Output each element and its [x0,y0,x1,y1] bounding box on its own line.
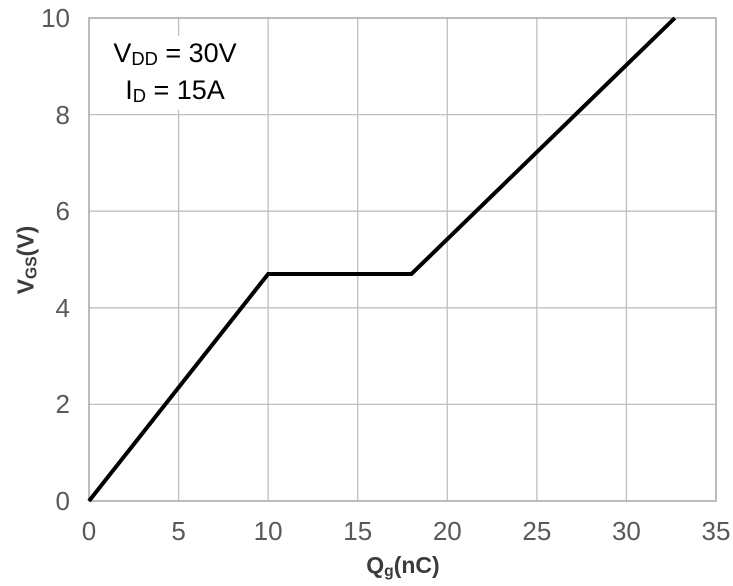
x-tick-label: 35 [701,516,731,546]
y-axis-title: VGS(V) [12,225,41,295]
x-tick-label: 30 [611,516,641,546]
text-segment: I [125,75,133,105]
x-tick-label: 0 [81,516,97,546]
plot-border [88,17,717,502]
y-tick-label: 2 [55,389,70,420]
subscript-text: g [384,562,394,580]
x-tick-label: 5 [171,516,186,546]
y-tick-label: 8 [55,99,70,130]
x-tick-label: 10 [253,516,283,546]
x-tick-label: 15 [343,516,373,546]
series-line-gate-charge-curve [87,16,677,503]
y-tick-label: 0 [55,486,70,516]
annotation-line: VDD = 30V [113,36,236,73]
y-tick-label: 10 [41,3,70,33]
text-segment: (nC) [393,552,440,578]
y-tick-label: 4 [55,292,70,323]
text-segment: Q [366,552,385,578]
conditions-annotation: VDD = 30V ID = 15A [107,36,243,110]
text-segment: = 15A [145,75,225,105]
y-tick-label: 6 [55,196,70,227]
annotation-line: ID = 15A [113,73,236,110]
x-tick-label: 20 [432,516,462,546]
subscript-text: DD [131,48,158,70]
text-segment: V [113,38,132,68]
text-segment: (V) [12,225,39,257]
subscript-text: GS [23,256,41,279]
subscript-text: D [132,85,146,107]
text-segment: = 30V [157,38,237,68]
x-tick-label: 25 [522,516,552,546]
x-axis-title: Qg(nC) [366,552,440,580]
